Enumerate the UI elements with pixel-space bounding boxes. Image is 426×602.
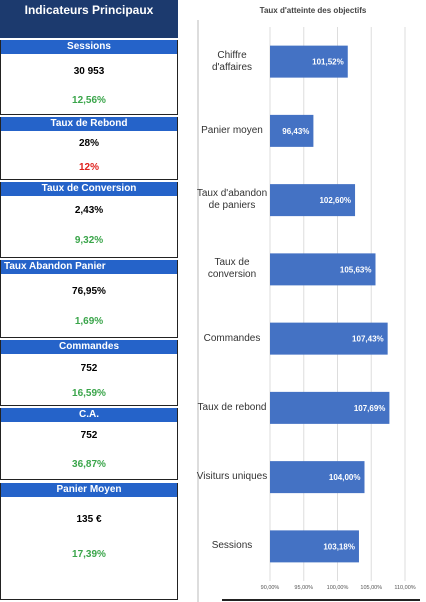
kpi-change: 17,39% [72, 549, 106, 560]
bar [270, 114, 314, 147]
bar [270, 530, 359, 563]
bar [270, 461, 365, 494]
y-tick-label: Taux d'abandon de paniers [196, 188, 268, 212]
kpi-value: 2,43% [74, 205, 104, 216]
kpi-change: 16,59% [72, 388, 106, 399]
kpi-header: Taux de Conversion [1, 182, 177, 196]
bar [270, 184, 356, 217]
kpi-change: 1,69% [74, 316, 104, 327]
kpi-value: 76,95% [72, 286, 106, 297]
y-tick-label: Taux de rebond [197, 401, 267, 413]
y-tick-label: Commandes [203, 332, 261, 344]
kpi-change: 12,56% [72, 95, 106, 106]
value-label: 105,63% [340, 265, 372, 274]
x-tick-label: 95,00% [294, 585, 313, 591]
kpi-header: C.A. [1, 408, 177, 422]
value-label: 107,43% [352, 335, 384, 344]
value-label: 104,00% [329, 473, 361, 482]
kpi-change: 36,87% [72, 459, 106, 470]
kpi-value: 30 953 [73, 66, 105, 77]
kpi-value: 135 € [76, 514, 102, 525]
y-tick-label: Chiffre d'affaires [211, 49, 253, 73]
kpi-change: 12% [78, 162, 99, 173]
bar [270, 322, 388, 355]
kpi-title: Indicateurs Principaux [0, 0, 178, 38]
bar [270, 253, 376, 286]
y-tick-label: Taux de conversion [207, 257, 257, 281]
chart-title: Taux d'atteinte des objectifs [260, 6, 367, 15]
kpi-header: Sessions [1, 40, 177, 54]
value-label: 102,60% [319, 196, 351, 205]
x-tick-label: 100,00% [327, 585, 349, 591]
value-label: 107,69% [354, 404, 386, 413]
value-label: 96,43% [282, 127, 309, 136]
y-tick-label: Sessions [211, 540, 253, 552]
y-tick-label: Panier moyen [201, 124, 263, 136]
kpi-header: Commandes [1, 340, 177, 354]
kpi-value: 752 [80, 430, 98, 441]
value-label: 101,52% [312, 58, 344, 67]
bar [270, 45, 348, 78]
x-tick-label: 90,00% [261, 585, 280, 591]
kpi-header: Taux de Rebond [1, 117, 177, 131]
value-label: 103,18% [323, 542, 355, 551]
x-tick-label: 110,00% [394, 585, 415, 591]
y-tick-label: Visiturs uniques [196, 471, 268, 483]
kpi-box [0, 483, 178, 600]
kpi-change: 9,32% [74, 235, 104, 246]
kpi-header: Panier Moyen [1, 483, 177, 497]
x-tick-label: 105,00% [360, 585, 382, 591]
kpi-value: 752 [80, 363, 98, 374]
bar [270, 391, 390, 424]
kpi-header: Taux Abandon Panier [1, 260, 177, 274]
kpi-value: 28% [78, 138, 99, 149]
